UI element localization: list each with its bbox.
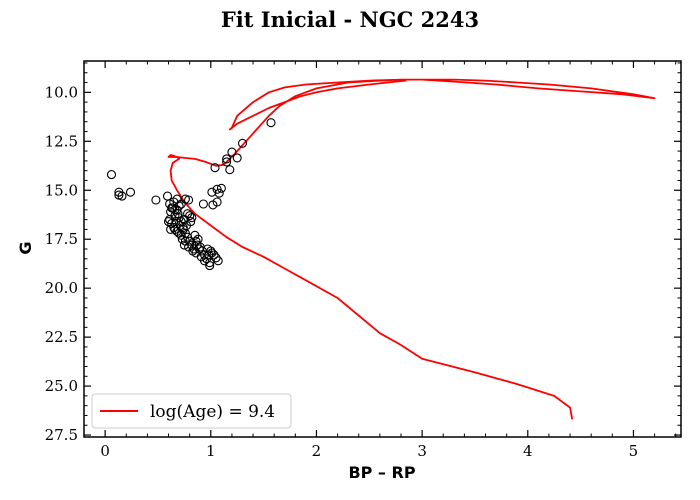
data-point <box>206 246 216 256</box>
data-point <box>188 246 198 256</box>
y-tick-label: 10.0 <box>45 83 78 101</box>
x-tick-label: 3 <box>417 442 427 460</box>
legend-box <box>91 393 292 429</box>
data-point <box>166 224 176 234</box>
data-point <box>237 138 248 148</box>
data-point <box>178 222 188 233</box>
data-point <box>213 256 223 266</box>
x-axis-label: BP – RP <box>348 463 415 482</box>
data-point <box>222 154 232 164</box>
data-point <box>198 199 208 209</box>
data-point <box>186 217 196 227</box>
data-point <box>208 200 218 210</box>
data-point <box>266 118 276 128</box>
data-point <box>151 195 161 205</box>
legend: log(Age) = 9.4 <box>91 393 292 429</box>
data-point <box>210 163 220 173</box>
data-point <box>174 228 184 238</box>
x-tick-label: 5 <box>629 442 639 460</box>
y-tick-label: 27.5 <box>45 426 78 444</box>
y-axis-label: G <box>16 241 35 254</box>
data-point <box>207 187 217 197</box>
x-tick-label: 4 <box>523 442 533 460</box>
data-point <box>179 240 189 250</box>
data-point <box>205 261 215 271</box>
data-point <box>222 157 232 167</box>
legend-label: log(Age) = 9.4 <box>150 402 275 422</box>
isochrone-line <box>167 78 656 420</box>
data-point <box>216 183 226 193</box>
data-point <box>125 187 136 197</box>
y-tick-label: 22.5 <box>45 328 78 346</box>
data-point <box>191 236 201 246</box>
data-point <box>185 211 195 221</box>
axis-tick-labels: 0 1 2 3 4 5 10.0 12.5 15.0 17.5 20.0 22.5 25.0 27.5 <box>45 83 639 460</box>
isochrone-layer <box>167 78 656 420</box>
y-tick-label: 17.5 <box>45 230 78 248</box>
x-tick-label: 2 <box>312 442 322 460</box>
y-tick-label: 20.0 <box>45 279 78 297</box>
plot-area: 0 1 2 3 4 5 10.0 12.5 15.0 17.5 20.0 22.5 25.0 27.5 <box>45 60 682 460</box>
chart-title: Fit Inicial - NGC 2243 <box>221 7 479 32</box>
data-point <box>187 213 197 223</box>
x-tick-label: 0 <box>100 442 110 460</box>
y-tick-label: 25.0 <box>45 377 78 395</box>
y-tick-label: 12.5 <box>45 132 78 150</box>
axis-ticks <box>84 61 681 437</box>
data-point <box>214 188 224 198</box>
data-point <box>190 230 200 240</box>
scatter-points <box>106 118 276 271</box>
data-point <box>232 153 242 163</box>
data-point <box>184 195 194 205</box>
y-tick-label: 15.0 <box>45 181 78 199</box>
data-point <box>225 165 235 175</box>
data-point <box>227 147 237 157</box>
data-point <box>176 199 186 209</box>
x-tick-label: 1 <box>206 442 216 460</box>
data-point <box>114 190 124 200</box>
data-point <box>172 205 182 215</box>
data-point <box>106 170 117 180</box>
